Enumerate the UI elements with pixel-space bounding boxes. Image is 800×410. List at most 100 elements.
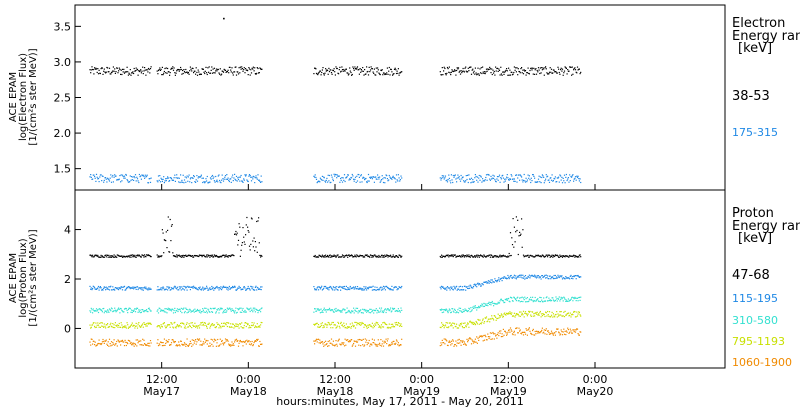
data-point xyxy=(167,324,169,326)
data-point xyxy=(455,286,457,288)
data-point xyxy=(386,178,388,180)
data-point xyxy=(329,254,331,256)
data-point xyxy=(108,256,111,258)
data-point xyxy=(342,70,344,72)
data-point xyxy=(229,344,231,346)
data-point xyxy=(447,344,449,347)
data-point xyxy=(230,309,232,311)
data-point xyxy=(528,276,530,278)
data-point xyxy=(541,67,543,69)
data-point xyxy=(525,177,527,179)
data-point xyxy=(208,323,210,325)
data-point xyxy=(261,68,263,70)
data-point xyxy=(189,178,191,180)
data-point xyxy=(533,67,535,69)
data-point xyxy=(97,177,100,180)
data-point xyxy=(336,309,338,311)
data-point xyxy=(210,178,212,180)
data-point xyxy=(130,341,132,344)
data-point xyxy=(488,68,490,70)
proton-legend-series-2: 310-580 xyxy=(732,314,778,327)
data-point xyxy=(230,69,232,71)
data-point xyxy=(120,344,122,346)
data-point xyxy=(99,176,101,178)
data-point xyxy=(441,256,443,258)
data-point xyxy=(519,329,521,331)
data-point xyxy=(331,309,333,311)
data-point xyxy=(396,323,398,326)
data-point xyxy=(500,73,502,75)
data-point xyxy=(522,277,525,279)
data-point xyxy=(522,69,524,71)
data-point xyxy=(249,310,251,313)
data-point xyxy=(225,178,227,180)
data-point xyxy=(388,288,390,290)
data-point xyxy=(495,70,497,72)
data-point xyxy=(569,174,571,176)
data-point xyxy=(476,286,478,288)
data-point xyxy=(332,178,334,180)
data-point xyxy=(210,308,212,310)
data-point xyxy=(479,179,481,181)
data-point xyxy=(217,309,219,311)
data-point xyxy=(548,315,550,317)
data-point xyxy=(117,339,119,341)
data-point xyxy=(353,312,355,314)
data-point xyxy=(468,285,470,287)
data-point xyxy=(443,311,445,313)
data-point xyxy=(237,239,240,241)
data-point xyxy=(187,309,189,311)
data-point xyxy=(327,73,329,75)
data-point xyxy=(380,327,382,329)
data-point xyxy=(367,74,370,76)
data-point xyxy=(454,254,456,256)
data-point xyxy=(180,307,182,309)
data-point xyxy=(561,278,564,280)
data-point xyxy=(330,323,333,325)
data-point xyxy=(120,340,122,342)
data-point xyxy=(228,308,230,310)
data-point xyxy=(330,181,332,183)
data-point xyxy=(560,311,562,313)
data-point xyxy=(100,68,102,70)
data-point xyxy=(247,341,249,343)
data-point xyxy=(485,68,488,70)
data-point xyxy=(356,254,358,256)
data-point xyxy=(450,182,452,184)
data-point xyxy=(252,325,254,327)
data-point xyxy=(142,309,144,311)
data-point xyxy=(450,312,452,314)
data-point xyxy=(336,310,338,312)
data-point xyxy=(448,287,450,289)
data-point xyxy=(532,275,534,277)
data-point xyxy=(326,287,328,289)
data-point xyxy=(395,321,398,324)
data-point xyxy=(319,339,321,341)
data-point xyxy=(565,314,567,316)
data-point xyxy=(105,71,107,73)
data-point xyxy=(229,255,231,257)
data-point xyxy=(378,311,380,313)
data-point xyxy=(157,309,159,311)
data-point xyxy=(164,180,166,182)
data-point xyxy=(513,226,515,228)
data-point xyxy=(253,237,255,239)
x-tick-date: May18 xyxy=(230,385,267,398)
data-point xyxy=(115,71,117,73)
proton-legend: Proton Energy ran [keV] 47-68 115-195 31… xyxy=(732,206,800,369)
data-point xyxy=(198,71,200,73)
data-point xyxy=(572,255,574,258)
data-point xyxy=(340,289,342,291)
data-point xyxy=(565,67,567,69)
data-point xyxy=(482,256,484,258)
data-point xyxy=(127,256,129,258)
data-point xyxy=(150,310,152,312)
data-point xyxy=(564,330,566,332)
data-point xyxy=(224,175,227,177)
data-point xyxy=(213,338,215,340)
data-point xyxy=(369,69,372,71)
data-point xyxy=(535,300,537,302)
data-point xyxy=(457,312,460,314)
data-point xyxy=(384,73,386,76)
data-point xyxy=(574,256,576,258)
